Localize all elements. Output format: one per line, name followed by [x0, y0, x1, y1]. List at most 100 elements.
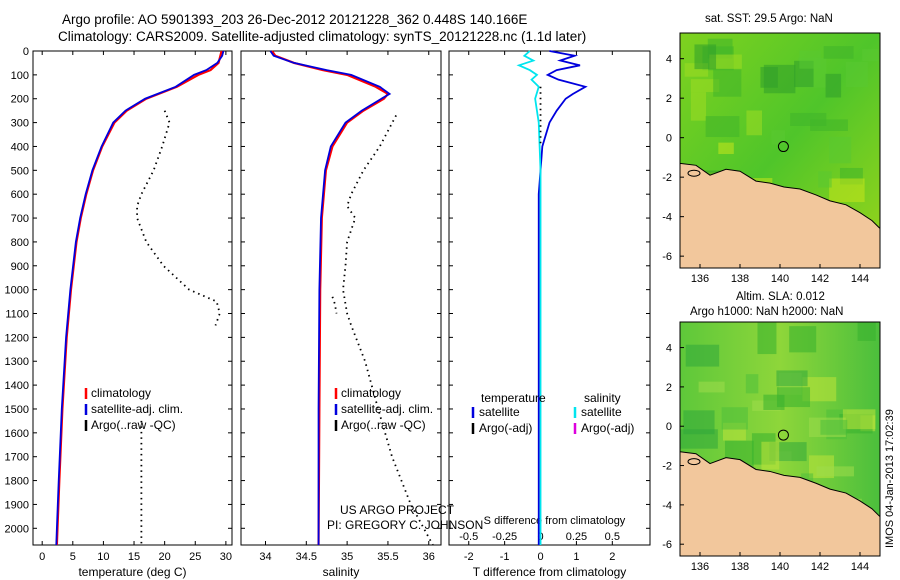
map-pixel-patch	[683, 410, 715, 435]
y-tick-label: 2000	[5, 523, 29, 535]
map-pixel-patch	[790, 112, 827, 126]
map-x-tick-label: 140	[771, 561, 789, 573]
sla-map-title-line1: Altim. SLA: 0.012	[736, 291, 825, 303]
map-pixel-patch	[713, 69, 742, 97]
y-tick-label: 1900	[5, 499, 29, 511]
x-tick-label: 1	[573, 551, 579, 563]
x-tick-label: 2	[609, 551, 615, 563]
map-x-tick-label: 140	[771, 273, 789, 285]
map-x-tick-label: 144	[851, 561, 869, 573]
sla-map-title-line2: Argo h1000: NaN h2000: NaN	[690, 306, 844, 318]
map-island	[687, 458, 701, 466]
y-tick-label: 1100	[5, 309, 29, 321]
map-pixel-patch	[829, 136, 852, 164]
map-pixel-patch	[825, 73, 842, 98]
series-line-temperature-satellite	[537, 50, 588, 545]
y-tick-label: 700	[11, 213, 29, 225]
x-tick-label: 10	[97, 551, 109, 563]
x-tick-label: 35.5	[377, 551, 398, 563]
map-island	[687, 169, 701, 177]
map-pixel-patch	[698, 381, 725, 393]
map-pixel-patch	[690, 79, 720, 93]
y-tick-label: 300	[11, 118, 29, 130]
x-tick-label: 34	[259, 551, 271, 563]
map-pixel-patch	[694, 44, 717, 70]
legend-label: Argo(..raw -QC)	[91, 418, 176, 432]
map-y-tick-label: -4	[662, 500, 672, 512]
series-line-argo-raw-qc-	[342, 115, 434, 546]
map-y-tick-label: 4	[666, 54, 672, 66]
map-y-tick-label: 2	[666, 382, 672, 394]
y-tick-label: 1300	[5, 356, 29, 368]
legend-label: climatology	[341, 386, 401, 400]
y-tick-label: 100	[11, 70, 29, 82]
series-line-satellite-adj-clim-	[269, 50, 392, 545]
x-tick-label: 30	[220, 551, 232, 563]
differences-panel: -2 -1 0 1 2-0.5 -0.25 0 0.25 0.5S difference fro…	[448, 50, 651, 579]
map-pixel-patch	[763, 64, 796, 94]
map-y-tick-label: -2	[662, 172, 672, 184]
map-pixel-patch	[771, 130, 786, 145]
legend-label: satellite-adj. clim.	[91, 402, 183, 416]
map-pixel-patch	[690, 92, 707, 121]
x-tick-label: 5	[70, 551, 76, 563]
project-credit-line2: PI: GREGORY C. JOHNSON	[327, 518, 483, 532]
series-line-salinity-satellite	[516, 50, 542, 545]
map-y-tick-label: -6	[662, 539, 672, 551]
t-axis-label: T difference from climatology	[473, 565, 627, 579]
map-y-tick-label: 2	[666, 93, 672, 105]
s-axis-label: S difference from climatology	[484, 515, 626, 527]
argo-position-marker	[777, 429, 789, 441]
y-tick-label: 0	[23, 46, 29, 58]
y-tick-label: 1500	[5, 404, 29, 416]
map-pixel-patch	[799, 50, 821, 69]
legend-header-temperature: temperature	[481, 391, 546, 405]
map-pixel-patch	[810, 119, 848, 131]
x-tick-label: -1	[500, 551, 510, 563]
map-pixel-patch	[829, 178, 865, 203]
temperature-panel: 0100200300400500600700800900100011001200…	[5, 46, 233, 579]
legend-label: Argo(-adj)	[479, 421, 532, 435]
x-tick-label: 34.5	[296, 551, 317, 563]
legend-label: Argo(-adj)	[581, 421, 634, 435]
map-pixel-patch	[709, 54, 742, 69]
legend-label: Argo(..raw -QC)	[341, 418, 426, 432]
legend-label: satellite	[479, 405, 520, 419]
x-tick-label: 25	[189, 551, 201, 563]
salinity-panel: 34 34.5 35 35.5 36 salinity climatology satelli…	[240, 50, 442, 579]
salinity-axes-box	[240, 50, 442, 546]
map-x-tick-label: 142	[811, 273, 829, 285]
map-x-tick-label: 136	[691, 561, 709, 573]
temperature-axis-label: temperature (deg C)	[78, 565, 186, 579]
differences-axes-box	[448, 50, 651, 546]
map-pixel-patch	[776, 370, 808, 387]
map-x-tick-label: 142	[811, 561, 829, 573]
legend-label: satellite-adj. clim.	[341, 402, 433, 416]
y-tick-label: 1600	[5, 428, 29, 440]
figure-title-line1: Argo profile: AO 5901393_203 26-Dec-2012…	[62, 12, 528, 27]
map-y-tick-label: -4	[662, 212, 672, 224]
map-pixel-patch	[776, 387, 811, 408]
map-pixel-patch	[721, 407, 748, 430]
map-pixel-patch	[823, 46, 854, 59]
map-pixel-patch	[842, 409, 876, 430]
y-tick-label: 900	[11, 261, 29, 273]
s-tick-label: -0.5	[459, 531, 478, 543]
y-tick-label: 200	[11, 94, 29, 106]
x-tick-label: 0	[39, 551, 45, 563]
map-pixel-patch	[818, 171, 832, 188]
temperature-axes-box	[32, 50, 233, 546]
project-credit: US ARGO PROJECT PI: GREGORY C. JOHNSON	[327, 503, 483, 532]
map-y-tick-label: 4	[666, 343, 672, 355]
y-tick-label: 1000	[5, 285, 29, 297]
map-pixel-patch	[746, 110, 763, 136]
x-tick-label: 15	[128, 551, 140, 563]
y-tick-label: 800	[11, 237, 29, 249]
legend-label: climatology	[91, 386, 151, 400]
map-pixel-patch	[862, 49, 879, 62]
map-x-tick-label: 144	[851, 273, 869, 285]
figure-title-line2: Climatology: CARS2009. Satellite-adjuste…	[58, 29, 587, 44]
map-pixel-patch	[857, 322, 876, 341]
map-x-tick-label: 136	[691, 273, 709, 285]
y-tick-label: 1400	[5, 380, 29, 392]
